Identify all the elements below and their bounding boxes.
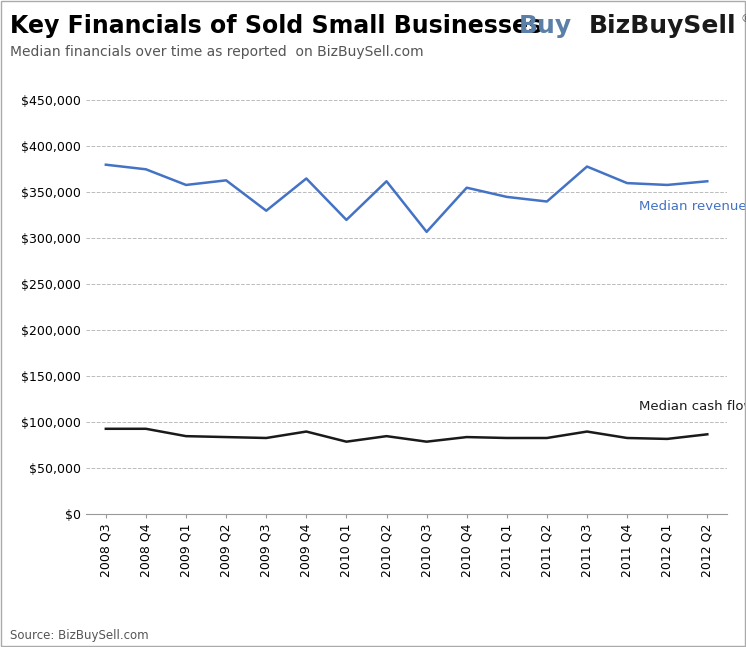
Text: Median cash flow: Median cash flow [639, 400, 746, 413]
Text: BizBuySell: BizBuySell [589, 14, 736, 38]
Text: Median revenue: Median revenue [639, 200, 746, 213]
Text: Buy: Buy [518, 14, 571, 38]
Text: Median financials over time as reported  on BizBuySell.com: Median financials over time as reported … [10, 45, 423, 60]
Text: ®: ® [740, 14, 746, 24]
Text: Source: BizBuySell.com: Source: BizBuySell.com [10, 629, 148, 642]
Text: Key Financials of Sold Small Businesses: Key Financials of Sold Small Businesses [10, 14, 542, 38]
